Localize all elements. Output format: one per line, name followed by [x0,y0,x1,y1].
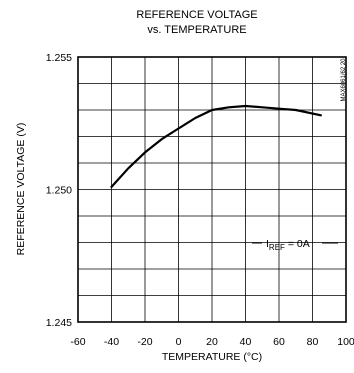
grid [78,57,346,322]
chart-title-line2: vs. TEMPERATURE [147,24,246,36]
y-tick-label: 1.245 [46,317,72,329]
y-tick-labels: 1.245 1.250 1.255 [46,52,72,329]
x-tick-label: -60 [70,336,85,348]
y-axis-label: REFERENCE VOLTAGE (V) [15,123,27,256]
x-tick-label: -40 [104,336,119,348]
plot-frame [77,56,347,323]
series-layer [110,104,322,188]
annotation-label: IREF = 0A [266,238,310,252]
annotation-suffix: = 0A [285,238,310,250]
chart-title-line1: REFERENCE VOLTAGE [136,9,257,21]
annotation-sub: REF [269,243,285,252]
x-axis-label: TEMPERATURE (°C) [162,351,262,363]
x-tick-label: 80 [307,336,319,348]
y-tick-label: 1.255 [46,52,72,64]
x-tick-label: -20 [137,336,152,348]
x-tick-label: 60 [273,336,285,348]
x-tick-label: 100 [337,336,354,348]
x-tick-label: 40 [240,336,252,348]
figure-code: MAX6061/62 20 [341,58,347,102]
x-tick-label: 20 [206,336,218,348]
y-tick-label: 1.250 [46,185,72,197]
series-line [110,104,322,188]
annotation-main: I [266,238,269,250]
x-tick-labels: -60 -40 -20 0 20 40 60 80 100 [70,336,354,348]
x-tick-label: 0 [176,336,182,348]
